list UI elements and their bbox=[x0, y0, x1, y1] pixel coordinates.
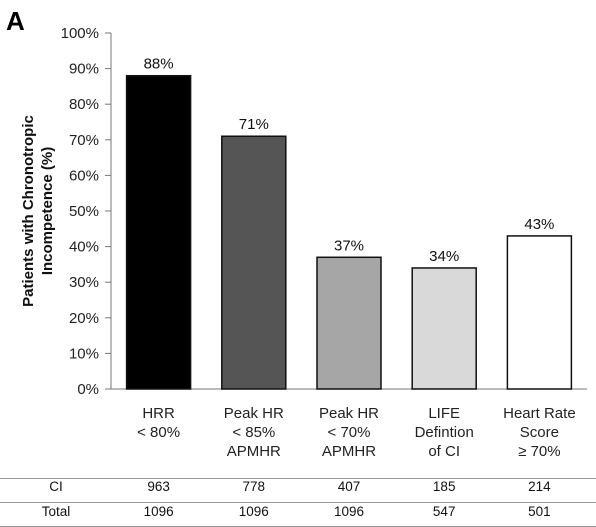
table-cell: 1096 bbox=[334, 504, 364, 519]
category-label-line: APMHR bbox=[227, 443, 281, 460]
table-cell: 1096 bbox=[144, 504, 174, 519]
category-label: Heart Rate Score ≥ 70% bbox=[503, 405, 576, 460]
category-label-line: < 85% bbox=[232, 424, 275, 441]
category-label-line: Heart Rate bbox=[503, 405, 576, 422]
category-label-line: HRR bbox=[142, 405, 175, 422]
table-cell: 1096 bbox=[239, 504, 269, 519]
category-label: Peak HR < 70% APMHR bbox=[319, 405, 379, 460]
category-label-line: Peak HR bbox=[319, 405, 379, 422]
category-label: HRR < 80% bbox=[137, 405, 180, 441]
bar bbox=[316, 256, 382, 390]
y-axis-label-line: Incompetence (%) bbox=[39, 147, 56, 275]
table-cell: 407 bbox=[338, 479, 361, 494]
bars: 88% 71% 37% 34% 43% bbox=[125, 56, 573, 390]
bar-value-label: 88% bbox=[144, 56, 174, 73]
y-tick-label: 10% bbox=[69, 345, 99, 362]
category-label: LIFE Defintion of CI bbox=[415, 405, 474, 460]
category-labels: HRR < 80% Peak HR < 85% APMHR Peak HR < 70% APM… bbox=[137, 405, 576, 460]
y-axis-ticks: 0% 10% 20% 30% 40% 50% 60% 70% 80% 90% 100% bbox=[61, 25, 111, 398]
category-label-line: APMHR bbox=[322, 443, 376, 460]
y-tick-label: 40% bbox=[69, 239, 99, 256]
category-label-line: < 80% bbox=[137, 424, 180, 441]
category-label-line: ≥ 70% bbox=[518, 443, 560, 460]
bar-value-label: 34% bbox=[429, 248, 459, 265]
y-axis-label-line: Patients with Chronotropic bbox=[20, 115, 37, 307]
table-cell: 214 bbox=[528, 479, 551, 494]
y-tick-label: 0% bbox=[77, 381, 99, 398]
table-cell: 185 bbox=[433, 479, 456, 494]
bar bbox=[125, 74, 192, 390]
table-cell: 963 bbox=[147, 479, 170, 494]
y-tick-label: 20% bbox=[69, 310, 99, 327]
bar-value-label: 71% bbox=[239, 116, 269, 133]
y-tick-label: 90% bbox=[69, 61, 99, 78]
category-label-line: Peak HR bbox=[224, 405, 284, 422]
table-cell: 501 bbox=[528, 504, 551, 519]
category-label-line: of CI bbox=[428, 443, 460, 460]
category-label-line: LIFE bbox=[428, 405, 460, 422]
table-row-label: Total bbox=[42, 504, 71, 519]
y-tick-label: 100% bbox=[61, 25, 99, 42]
y-axis-label: Patients with Chronotropic Incompetence (… bbox=[20, 115, 56, 307]
category-label-line: Defintion bbox=[415, 424, 474, 441]
category-label-line: < 70% bbox=[328, 424, 371, 441]
table-cell: 778 bbox=[243, 479, 266, 494]
y-tick-label: 70% bbox=[69, 132, 99, 149]
category-label-line: Score bbox=[520, 424, 559, 441]
category-label: Peak HR < 85% APMHR bbox=[224, 405, 284, 460]
bar-value-label: 43% bbox=[524, 216, 554, 233]
table-row-label: CI bbox=[49, 479, 63, 494]
y-tick-label: 80% bbox=[69, 96, 99, 113]
bar bbox=[411, 267, 477, 390]
bar bbox=[506, 235, 573, 390]
y-tick-label: 60% bbox=[69, 167, 99, 184]
count-table: CI 963 778 407 185 214 Total 1096 1096 1096 547 501 bbox=[0, 478, 596, 527]
bar-value-label: 37% bbox=[334, 237, 364, 254]
y-tick-label: 30% bbox=[69, 274, 99, 291]
table-cell: 547 bbox=[433, 504, 456, 519]
y-tick-label: 50% bbox=[69, 203, 99, 220]
bar bbox=[221, 135, 287, 390]
panel-label: A bbox=[6, 6, 25, 36]
